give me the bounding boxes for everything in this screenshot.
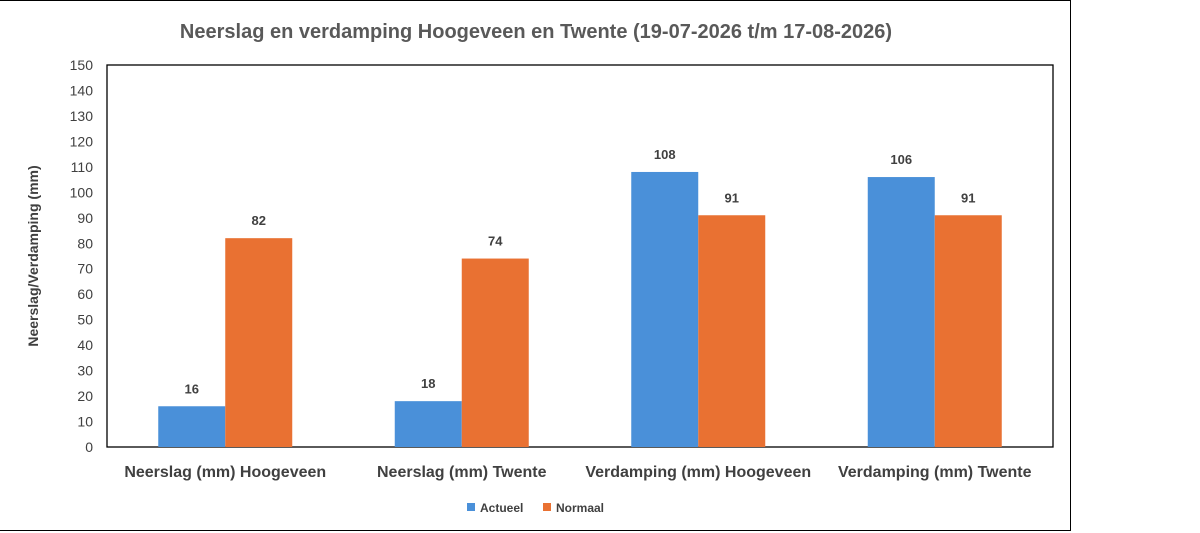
bar-normaal: [698, 215, 766, 447]
y-tick-label: 110: [71, 159, 94, 175]
data-label: 106: [890, 152, 912, 167]
bar-actueel: [394, 401, 462, 447]
legend-label-actueel: Actueel: [480, 501, 523, 515]
y-axis-title: Neerslag/Verdamping (mm): [25, 165, 41, 346]
data-label: 91: [961, 190, 975, 205]
y-tick-label: 120: [70, 133, 94, 149]
plot-area: 0 10 20 30 40 50 60 70 80 90 100 110 120 130 140 150 16 8…: [70, 57, 1054, 481]
y-tick-label: 100: [70, 184, 94, 200]
y-tick-label: 50: [77, 312, 93, 328]
y-tick-label: 140: [70, 82, 94, 98]
bar-actueel: [867, 177, 935, 447]
bar-normaal: [225, 238, 293, 447]
legend-swatch-actueel: [467, 503, 475, 511]
legend: Actueel Normaal: [467, 501, 604, 515]
data-label: 82: [252, 213, 266, 228]
bar-normaal: [934, 215, 1002, 447]
y-tick-label: 30: [77, 363, 93, 379]
plot-border: [106, 64, 1054, 448]
y-tick-label: 80: [77, 235, 93, 251]
chart: Neerslag en verdamping Hoogeveen en Twen…: [25, 21, 1054, 515]
data-label: 18: [421, 376, 435, 391]
data-label: 16: [185, 381, 199, 396]
y-tick-label: 40: [77, 337, 93, 353]
y-tick-label: 10: [77, 414, 93, 430]
data-label: 91: [725, 190, 739, 205]
data-label: 108: [654, 147, 676, 162]
y-tick-label: 90: [77, 210, 93, 226]
category-label: Neerslag (mm) Hoogeveen: [124, 464, 326, 481]
bar-actueel: [158, 406, 226, 447]
category-label: Verdamping (mm) Twente: [838, 464, 1032, 481]
y-tick-label: 20: [77, 388, 93, 404]
y-tick-label: 130: [70, 108, 94, 124]
y-tick-label: 0: [85, 439, 93, 455]
legend-label-normaal: Normaal: [556, 501, 604, 515]
y-tick-label: 70: [77, 261, 93, 277]
y-tick-label: 60: [77, 286, 93, 302]
data-label: 74: [488, 234, 503, 249]
bar-normaal: [461, 258, 529, 447]
chart-title: Neerslag en verdamping Hoogeveen en Twen…: [180, 21, 892, 43]
category-label: Neerslag (mm) Twente: [377, 464, 547, 481]
y-tick-label: 150: [70, 57, 94, 73]
bar-actueel: [631, 171, 699, 447]
legend-swatch-normaal: [543, 503, 551, 511]
chart-frame: Neerslag en verdamping Hoogeveen en Twen…: [0, 0, 1071, 531]
category-label: Verdamping (mm) Hoogeveen: [585, 464, 811, 481]
